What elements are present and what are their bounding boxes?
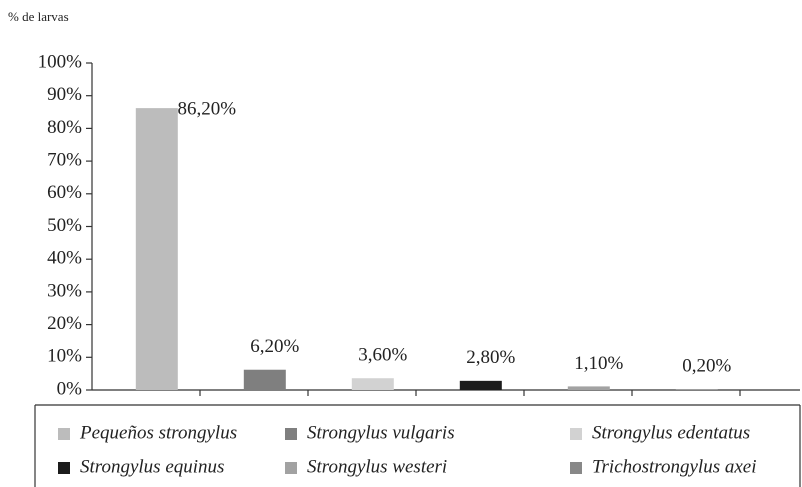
y-tick-label: 0% bbox=[57, 378, 83, 399]
y-tick-label: 50% bbox=[47, 215, 82, 236]
legend-swatch bbox=[570, 462, 582, 474]
legend-label: Trichostrongylus axei bbox=[592, 456, 757, 477]
y-tick-label: 80% bbox=[47, 117, 82, 138]
y-tick-label: 30% bbox=[47, 280, 82, 301]
y-tick-label: 10% bbox=[47, 346, 82, 367]
value-label: 0,20% bbox=[682, 356, 731, 377]
legend-label: Pequeños strongylus bbox=[79, 422, 237, 443]
value-label: 6,20% bbox=[250, 336, 299, 357]
value-label: 2,80% bbox=[466, 347, 515, 368]
value-label: 3,60% bbox=[358, 345, 407, 366]
bar bbox=[135, 108, 178, 390]
legend-label: Strongylus equinus bbox=[80, 456, 224, 477]
bar bbox=[243, 369, 286, 390]
y-tick-label: 100% bbox=[38, 51, 83, 72]
legend-swatch bbox=[285, 428, 297, 440]
value-label: 86,20% bbox=[178, 98, 237, 119]
legend-swatch bbox=[58, 462, 70, 474]
y-tick-label: 40% bbox=[47, 248, 82, 269]
legend-label: Strongylus edentatus bbox=[592, 422, 750, 443]
bar bbox=[675, 389, 718, 390]
legend-swatch bbox=[570, 428, 582, 440]
bar bbox=[567, 386, 610, 390]
y-tick-label: 90% bbox=[47, 84, 82, 105]
y-axis-label: % de larvas bbox=[8, 9, 69, 24]
y-tick-label: 60% bbox=[47, 182, 82, 203]
bar bbox=[459, 380, 502, 390]
y-tick-label: 20% bbox=[47, 313, 82, 334]
legend-swatch bbox=[285, 462, 297, 474]
legend-swatch bbox=[58, 428, 70, 440]
legend-label: Strongylus westeri bbox=[307, 456, 447, 477]
value-label: 1,10% bbox=[574, 353, 623, 374]
y-tick-label: 70% bbox=[47, 149, 82, 170]
legend-label: Strongylus vulgaris bbox=[307, 422, 455, 443]
bar bbox=[351, 378, 394, 390]
